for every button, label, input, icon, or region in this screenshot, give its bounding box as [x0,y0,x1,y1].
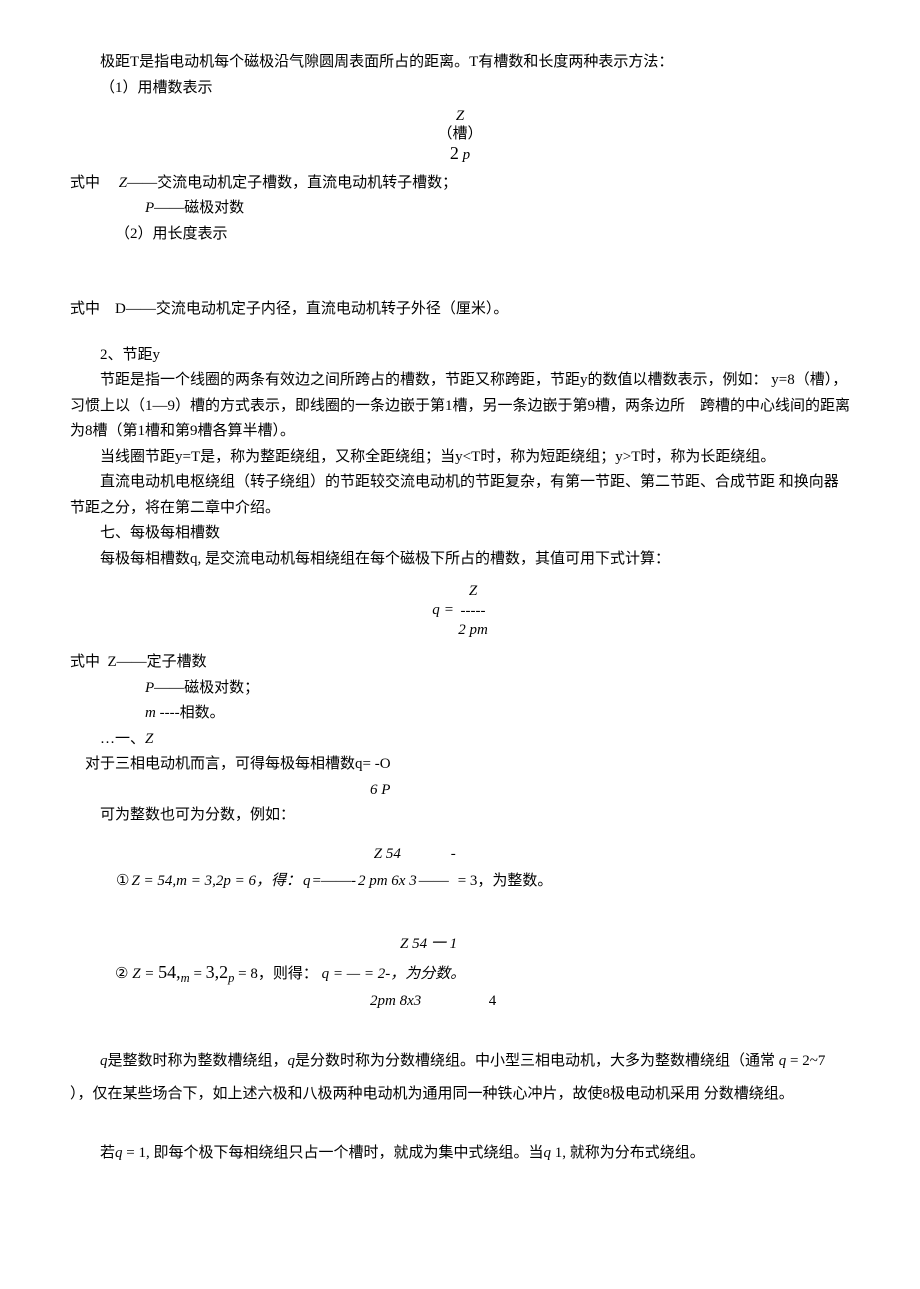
ex1-num: ① [116,873,129,889]
ex2-bot1: 2pm 8x3 [370,993,421,1009]
ex2-bottom-line: 2pm 8x3 4 [115,989,850,1015]
formula-q-var: q [432,602,440,618]
ellipsis-z: …一、Z [70,727,850,753]
ex2-eq8: = 8，则得： [238,966,318,982]
formula-var-p: p [463,147,471,163]
ex2-54: 54, [158,962,181,982]
three-phase-text: 对于三相电动机而言，可得每极每相槽数q= -O [85,756,391,772]
paragraph-method-1: （1）用槽数表示 [70,76,850,102]
six-p: 6 P [370,782,390,798]
formula-slot-count: Z （槽） 2 p [70,107,850,165]
ex2-result: q = — = 2-，为分数。 [322,966,466,982]
where-d-label: 式中 [70,301,100,317]
where-line-1: 式中 ZZ——交流电动机定子槽数，直流电动机转子槽数；——交流电动机定子槽数，直… [70,171,850,197]
ex1-q: q [303,873,311,889]
ex2-bot2: 4 [489,993,497,1009]
where-d-desc: D——交流电动机定子内径，直流电动机转子外径（厘米）。 [115,301,508,317]
formula-q-num: Z [469,583,477,599]
three-phase-denom: 6 P [70,778,850,804]
formula-unit: （槽） [70,125,850,143]
paragraph-concentrated-distributed: 若q = 1, 即每个极下每相绕组只占一个槽时，就成为集中式绕组。当q 1, 就… [70,1141,850,1167]
where-z: Z [119,175,127,191]
where-line-2: P——磁极对数 [70,196,850,222]
three-phase-q: 对于三相电动机而言，可得每极每相槽数q= -O [70,752,850,778]
ex1-eq2: —— [419,873,449,889]
heading-pitch-y: 2、节距y [70,343,850,369]
formula-denominator: 2 p [70,143,850,165]
ex2-eq2: = [193,966,201,982]
ex2-m: m [181,971,190,985]
integer-or-fraction: 可为整数也可为分数，例如： [70,803,850,829]
where-q-z: Z——定子槽数 [108,654,207,670]
ex2-p: p [228,971,234,985]
ex1-given: Z = 54,m = 3,2p = 6，得： [131,873,301,889]
paragraph-dc-armature: 直流电动机电枢绕组（转子绕组）的节距较交流电动机的节距复杂，有第一节距、第二节距… [70,470,850,521]
ex1-result: = 3，为整数。 [458,873,553,889]
var-z: Z [145,731,153,747]
paragraph-pole-pitch-def: 极距T是指电动机每个磁极沿气隙圆周表面所占的距离。T有槽数和长度两种表示方法： [70,50,850,76]
ex2-top-line: Z 54 一 1 [115,932,850,958]
where-p: P [145,200,154,216]
ex2-num: ② [115,966,128,982]
ex1-dash: - [451,846,456,862]
where-q-line-1: 式中 Z——定子槽数 [70,650,850,676]
where-q-p: P [145,680,154,696]
where-q-line-2: P——磁极对数； [70,676,850,702]
ex1-top: Z 54 [374,846,401,862]
where-q-m: m [145,705,156,721]
paragraph-winding-types: 当线圈节距y=T是，称为整距绕组，又称全距绕组；当y<T时，称为短距绕组；y>T… [70,445,850,471]
paragraph-q-def: 每极每相槽数q, 是交流电动机每相绕组在每个磁极下所占的槽数，其值可用下式计算： [70,547,850,573]
formula-numerator: Z [70,107,850,125]
example-1: ① Z = 54,m = 3,2p = 6，得： q =——- Z 54 —— … [115,841,850,896]
where-label: 式中 [70,175,100,191]
formula-const: 2 [450,143,459,163]
ex2-z-eq: Z = [132,966,154,982]
ex2-main-line: ② Z = 54,m = 3,2p = 8，则得： q = — = 2-，为分数… [115,957,850,989]
paragraph-integer-fraction-slot: q是整数时称为整数槽绕组，q是分数时称为分数槽绕组。中小型三相电动机，大多为整数… [70,1045,850,1111]
example-2: Z 54 一 1 ② Z = 54,m = 3,2p = 8，则得： q = —… [115,932,850,1015]
ex1-bot: 2 pm 6x 3 [358,873,417,889]
where-d-line: 式中 D——交流电动机定子内径，直流电动机转子外径（厘米）。 [70,297,850,323]
where-q-m-desc: ----相数。 [160,705,225,721]
formula-q-den: 2 pm [458,622,488,638]
where-q-label: 式中 [70,654,100,670]
paragraph-pitch-def: 节距是指一个线圈的两条有效边之间所跨占的槽数，节距又称跨距，节距y的数值以槽数表… [70,368,850,445]
ellipsis: …一、 [100,731,145,747]
paragraph-method-2: （2）用长度表示 [70,222,850,248]
formula-q-bar: ----- [457,606,489,617]
where-q-line-3: m ----相数。 [70,701,850,727]
ex1-eq1: =——- [313,873,356,889]
formula-q-eq: = [445,602,453,618]
formula-q: q = Z ----- 2 pm [70,578,850,644]
ex2-32: 3,2 [206,962,229,982]
heading-slots-per-pole: 七、每极每相槽数 [70,521,850,547]
